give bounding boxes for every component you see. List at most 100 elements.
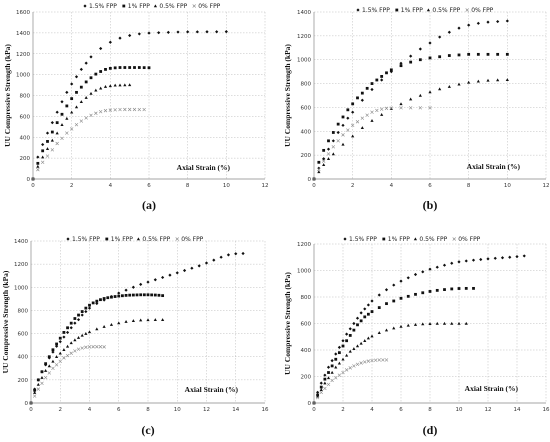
data-point: [360, 116, 365, 120]
data-point: [337, 351, 341, 355]
data-point: [131, 285, 135, 289]
data-point: [384, 106, 389, 111]
data-series: [312, 286, 475, 405]
data-point: [467, 23, 471, 27]
data-point: [41, 155, 45, 159]
data-point: [29, 401, 33, 405]
data-point: [486, 20, 490, 24]
data-point: [399, 102, 403, 106]
data-point: [40, 370, 44, 374]
data-point: [142, 66, 146, 70]
data-point: [359, 341, 363, 345]
data-point: [157, 31, 161, 35]
legend-label: 1% FPP: [111, 236, 133, 243]
data-point: [166, 30, 170, 34]
data-point: [442, 263, 447, 267]
data-point: [128, 83, 132, 87]
data-point: [327, 371, 330, 374]
data-point: [58, 336, 62, 340]
data-point: [334, 365, 338, 369]
data-point: [147, 31, 151, 35]
data-point: [117, 321, 121, 325]
x-tick-label: 8: [146, 407, 150, 413]
data-point: [73, 317, 77, 320]
data-point: [464, 259, 468, 263]
data-point: [319, 385, 323, 389]
data-point: [316, 390, 320, 394]
data-point: [77, 313, 80, 317]
data-point: [505, 52, 509, 56]
data-point: [150, 293, 154, 297]
y-tick-label: 400: [20, 135, 31, 141]
data-point: [399, 324, 403, 328]
y-tick-label: 1200: [297, 242, 311, 248]
data-point: [123, 107, 127, 112]
data-point: [142, 107, 146, 112]
data-point: [370, 82, 374, 85]
data-series: [312, 106, 432, 181]
data-point: [365, 113, 369, 117]
legend: 1.5% FPP 1% FPP 0.5% FPP 0% FPP: [66, 236, 204, 243]
legend-marker: [395, 8, 399, 12]
data-point: [65, 330, 70, 335]
x-tick-label: 16: [543, 407, 550, 413]
data-point: [377, 293, 381, 297]
data-point: [50, 121, 54, 125]
legend-marker: [153, 4, 157, 8]
data-point: [36, 378, 40, 382]
data-point: [60, 100, 64, 104]
chart-panel: 0 200 400 600 800 1000 1200 1400 0 2 4 6 8 10 12 Axial …: [283, 7, 550, 212]
data-point: [204, 261, 209, 265]
data-point: [322, 148, 326, 152]
x-tick-label: 14: [232, 407, 239, 413]
data-point: [128, 33, 132, 38]
data-point: [337, 361, 341, 365]
data-point: [54, 355, 59, 358]
data-point: [471, 258, 476, 262]
data-point: [337, 373, 342, 377]
x-axis-title: Axial Strain (%): [465, 384, 519, 393]
data-point: [102, 325, 106, 328]
x-tick-label: 8: [467, 183, 471, 189]
data-series: [31, 83, 132, 181]
x-tick-label: 0: [29, 407, 33, 413]
y-tick-label: 800: [20, 94, 31, 100]
data-series: [312, 321, 468, 405]
data-point: [345, 353, 349, 357]
data-series: [31, 107, 146, 181]
legend-label: 1.5% FPP: [349, 236, 377, 243]
data-point: [447, 30, 451, 34]
data-point: [363, 360, 367, 364]
legend-label: 0% FPP: [471, 7, 493, 14]
legend-marker: [452, 237, 456, 241]
data-point: [84, 345, 88, 349]
legend-marker: [105, 237, 109, 241]
data-point: [74, 123, 79, 127]
legend-label: 0% FPP: [198, 3, 220, 10]
data-point: [377, 358, 381, 362]
data-point: [108, 108, 113, 112]
data-point: [346, 128, 350, 132]
data-point: [84, 306, 88, 310]
data-point: [366, 312, 370, 316]
data-point: [70, 97, 74, 101]
x-axis-title: Axial Strain (%): [177, 163, 231, 172]
data-point: [341, 344, 345, 348]
x-tick-label: 8: [186, 183, 190, 189]
data-point: [392, 326, 396, 330]
data-point: [135, 293, 139, 297]
x-tick-label: 2: [59, 407, 63, 413]
y-tick-label: 1600: [16, 10, 30, 16]
data-point: [380, 112, 384, 116]
data-point: [334, 376, 338, 380]
data-point: [176, 30, 180, 34]
data-point: [312, 401, 316, 405]
data-point: [108, 40, 112, 44]
data-point: [66, 326, 69, 330]
data-point: [168, 273, 172, 277]
data-point: [373, 358, 378, 362]
data-point: [241, 251, 245, 256]
data-point: [73, 338, 77, 342]
data-point: [428, 90, 432, 94]
data-point: [348, 349, 352, 353]
